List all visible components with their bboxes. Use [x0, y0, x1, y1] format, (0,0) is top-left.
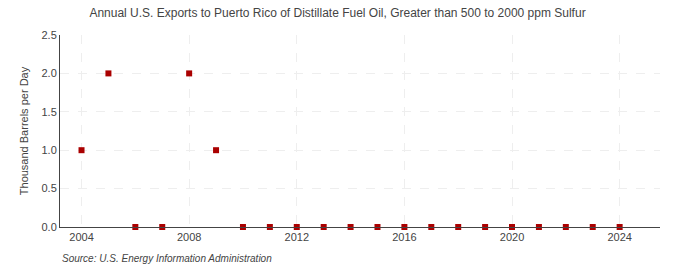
svg-text:0.5: 0.5	[42, 182, 57, 194]
svg-text:0.0: 0.0	[42, 221, 57, 233]
svg-text:2012: 2012	[285, 231, 309, 243]
svg-text:2004: 2004	[69, 231, 93, 243]
svg-text:2008: 2008	[177, 231, 201, 243]
svg-text:Annual U.S. Exports to Puerto: Annual U.S. Exports to Puerto Rico of Di…	[89, 6, 585, 20]
svg-text:1.5: 1.5	[42, 106, 57, 118]
svg-text:2.5: 2.5	[42, 29, 57, 41]
svg-text:2016: 2016	[392, 231, 416, 243]
svg-text:2.0: 2.0	[42, 67, 57, 79]
svg-text:1.0: 1.0	[42, 144, 57, 156]
svg-text:Source: U.S. Energy Informatio: Source: U.S. Energy Information Administ…	[62, 253, 272, 264]
svg-text:Thousand Barrels per Day: Thousand Barrels per Day	[18, 66, 30, 195]
svg-text:2024: 2024	[607, 231, 631, 243]
svg-text:2020: 2020	[500, 231, 524, 243]
